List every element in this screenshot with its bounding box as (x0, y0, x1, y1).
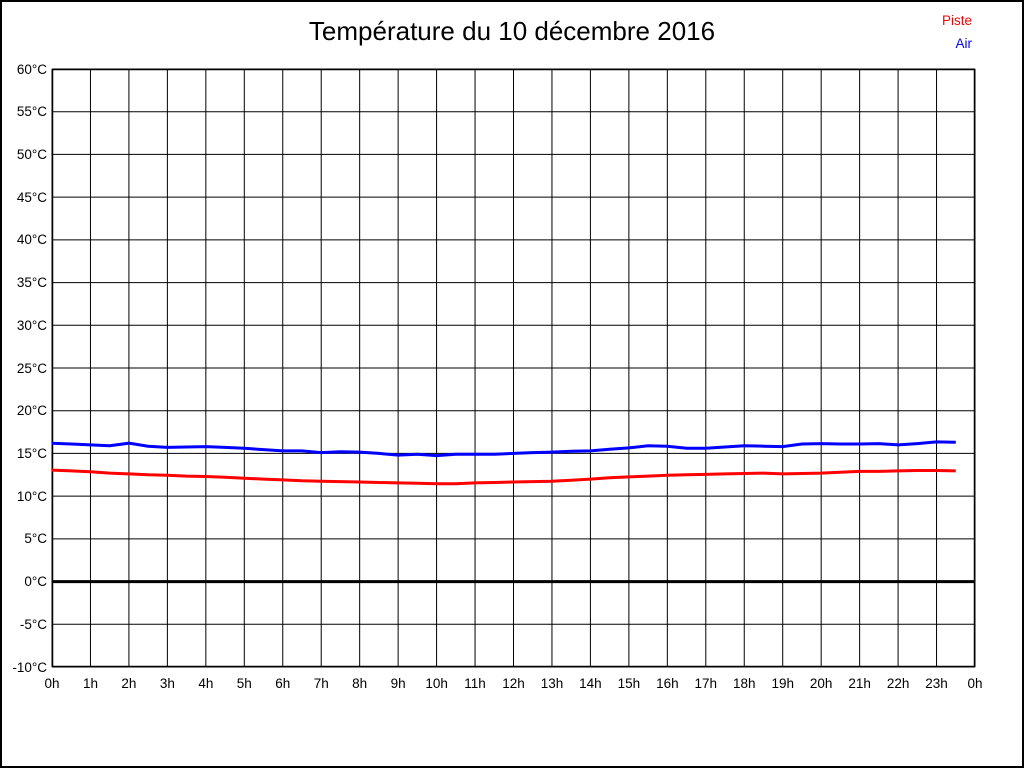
y-tick-label: 35°C (16, 275, 47, 291)
y-tick-label: 10°C (16, 488, 47, 504)
x-tick-label: 2h (121, 676, 137, 691)
x-tick-label: 8h (352, 676, 368, 691)
x-tick-label: 19h (771, 676, 794, 691)
legend-item-piste: Piste (941, 13, 972, 28)
x-tick-label: 11h (464, 676, 486, 691)
legend-item-air: Air (955, 36, 973, 51)
x-tick-label: 16h (656, 676, 679, 691)
y-tick-label: 30°C (16, 317, 47, 333)
y-tick-label: -5°C (19, 616, 47, 632)
y-tick-label: 50°C (16, 146, 47, 162)
chart-legend: Piste Air (942, 13, 972, 52)
y-tick-label: 25°C (16, 360, 47, 376)
y-tick-label: 40°C (16, 232, 47, 248)
y-tick-label: 5°C (24, 531, 47, 547)
x-tick-label: 23h (925, 676, 948, 691)
x-tick-label: 15h (617, 676, 641, 691)
x-tick-label: 17h (694, 676, 718, 691)
x-tick-label: 22h (886, 676, 910, 691)
y-tick-label: 60°C (16, 61, 47, 77)
x-tick-label: 5h (236, 676, 252, 691)
x-tick-label: 3h (159, 676, 175, 691)
x-tick-label: 13h (540, 676, 564, 691)
x-tick-label: 9h (390, 676, 406, 691)
x-tick-label: 0h (967, 676, 983, 691)
plot-border (51, 68, 976, 668)
y-tick-label: 20°C (16, 403, 47, 419)
y-tick-label: 15°C (16, 445, 47, 461)
x-tick-label: 1h (82, 676, 98, 691)
x-tick-label: 21h (848, 676, 871, 691)
x-tick-label: 14h (579, 676, 602, 691)
x-tick-label: 7h (313, 676, 329, 691)
x-tick-label: 6h (275, 676, 291, 691)
x-tick-label: 18h (732, 676, 756, 691)
x-tick-label: 10h (425, 676, 448, 691)
plot-area (51, 68, 976, 668)
y-tick-label: 0°C (24, 574, 47, 590)
x-tick-label: 20h (809, 676, 833, 691)
x-tick-label: 4h (198, 676, 214, 691)
y-tick-label: 45°C (16, 189, 47, 205)
x-tick-label: 0h (44, 676, 60, 691)
y-tick-label: -10°C (12, 659, 47, 675)
x-tick-label: 12h (502, 676, 525, 691)
series-line-air (51, 440, 956, 458)
chart-title: Température du 10 décembre 2016 (308, 16, 716, 46)
y-tick-label: 55°C (16, 104, 47, 120)
series-line-piste (51, 468, 956, 486)
